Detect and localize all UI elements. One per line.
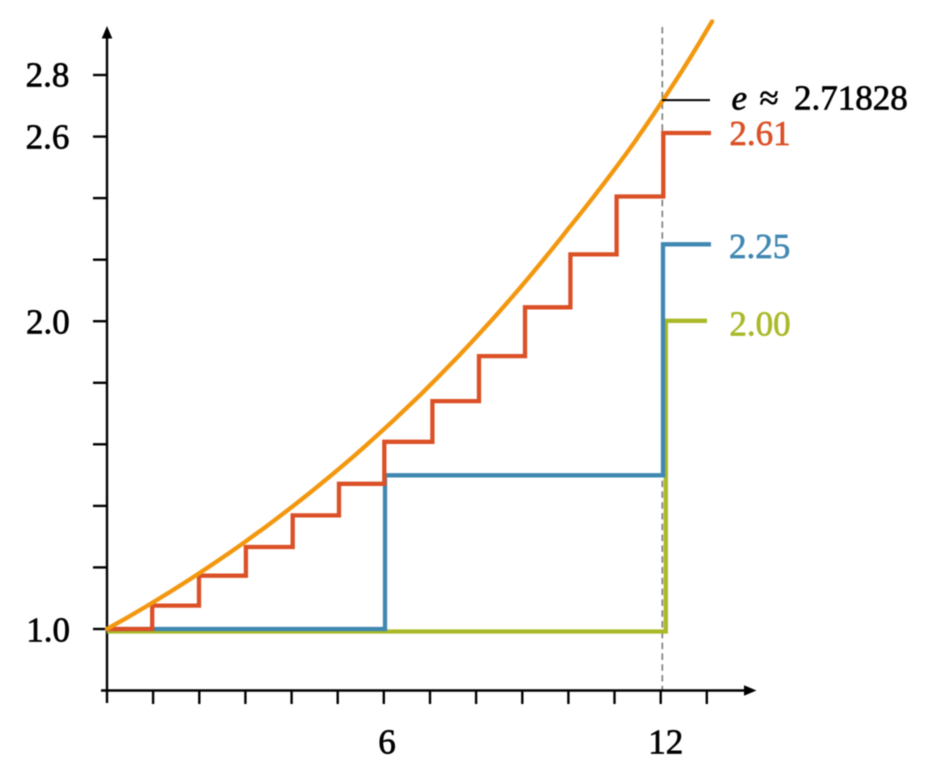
svg-text:2.0: 2.0 <box>26 303 70 342</box>
svg-text:12: 12 <box>648 722 683 761</box>
svg-text:2.6: 2.6 <box>26 118 70 157</box>
svg-text:2.8: 2.8 <box>26 55 70 94</box>
svg-text:e: e <box>732 79 748 118</box>
svg-text:≈: ≈ <box>760 79 779 118</box>
svg-text:2.25: 2.25 <box>729 227 790 266</box>
svg-text:1.0: 1.0 <box>26 611 70 650</box>
svg-text:6: 6 <box>378 722 396 761</box>
svg-text:2.61: 2.61 <box>729 114 790 153</box>
svg-text:2.71828: 2.71828 <box>794 79 908 118</box>
svg-text:2.00: 2.00 <box>729 305 790 344</box>
